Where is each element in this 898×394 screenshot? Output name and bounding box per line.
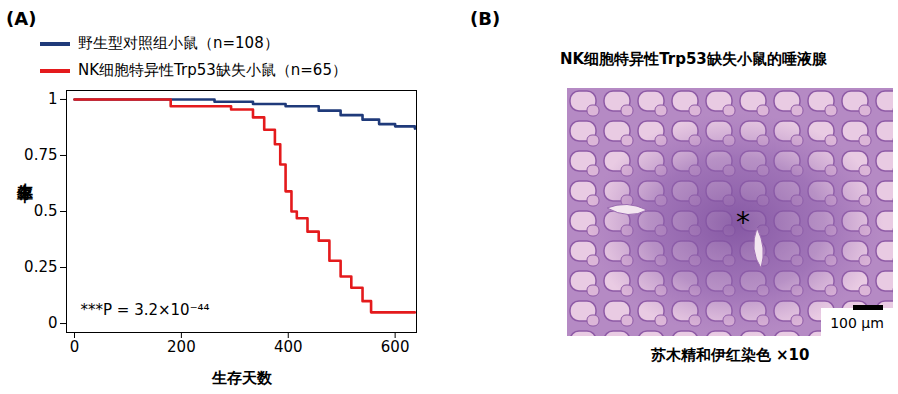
html-text:生存率: 生存率 (16, 170, 35, 173)
svg-text:0.25: 0.25 (24, 258, 57, 276)
html-text:野生型对照组小鼠（n=108）: 野生型对照组小鼠（n=108） (78, 34, 279, 52)
svg-text:*: * (736, 206, 750, 239)
svg-text:600: 600 (381, 338, 410, 356)
svg-text:0: 0 (70, 338, 80, 356)
html-text:NK细胞特异性Trp53缺失小鼠（n=65）: NK细胞特异性Trp53缺失小鼠（n=65） (78, 61, 347, 79)
svg-text:100 μm: 100 μm (830, 315, 884, 331)
html-text:(A): (A) (6, 8, 37, 29)
svg-text:0.75: 0.75 (24, 146, 57, 164)
svg-text:1: 1 (48, 90, 58, 108)
svg-text:0.5: 0.5 (34, 202, 58, 220)
html-text:(B): (B) (470, 8, 501, 29)
svg-text:200: 200 (167, 338, 196, 356)
html-text:NK细胞特异性Trp53缺失小鼠的唾液腺: NK细胞特异性Trp53缺失小鼠的唾液腺 (560, 50, 827, 68)
html-text:苏木精和伊红染色 ×10: 苏木精和伊红染色 ×10 (650, 346, 810, 364)
svg-text:0: 0 (48, 314, 58, 332)
svg-text:400: 400 (274, 338, 303, 356)
svg-text:***P = 3.2×10⁻⁴⁴: ***P = 3.2×10⁻⁴⁴ (81, 301, 210, 319)
svg-text:生存天数: 生存天数 (211, 369, 273, 387)
